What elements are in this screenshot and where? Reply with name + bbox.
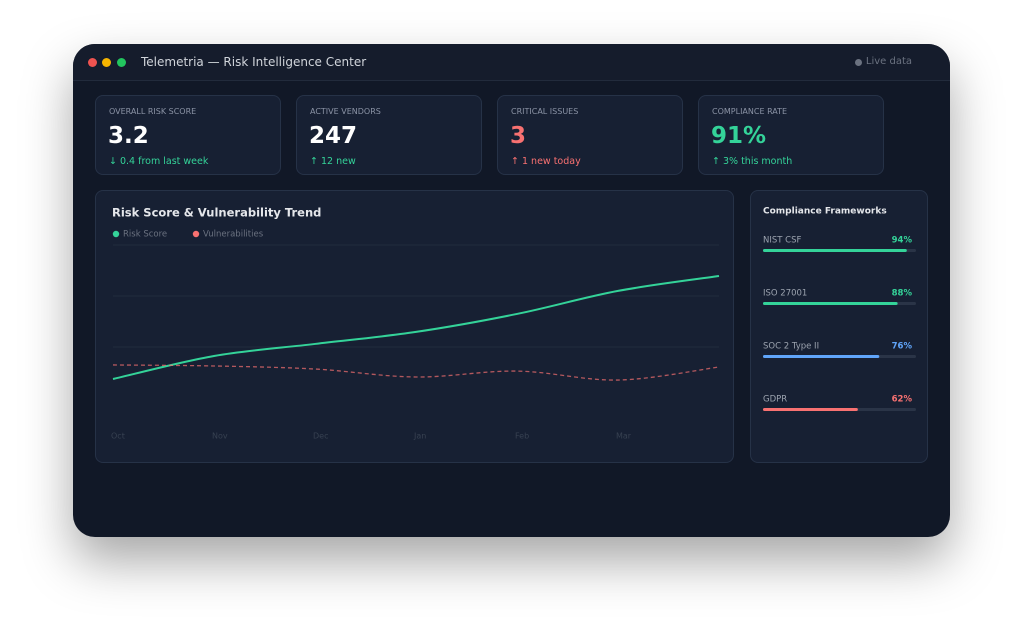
framework-name: NIST CSF bbox=[763, 236, 801, 246]
kpi-label: ACTIVE VENDORS bbox=[310, 107, 381, 116]
kpi-value: 247 bbox=[309, 123, 358, 149]
bar bbox=[763, 302, 898, 305]
series-line bbox=[112, 275, 720, 381]
kpi-card: COMPLIANCE RATE 91% ↑ 3% this month bbox=[698, 95, 884, 175]
minimize-button[interactable] bbox=[102, 58, 111, 67]
title-bar: Telemetria — Risk Intelligence Center Li… bbox=[73, 44, 950, 81]
chart: Risk Score & Vulnerability Trend Risk Sco… bbox=[111, 206, 720, 441]
bar bbox=[763, 249, 907, 252]
kpi-card: CRITICAL ISSUES 3 ↑ 1 new today bbox=[497, 95, 683, 175]
legend-label: Risk Score bbox=[123, 230, 167, 240]
framework-name: SOC 2 Type II bbox=[763, 342, 819, 352]
trend-panel: Risk Score & Vulnerability Trend Risk Sco… bbox=[95, 190, 734, 463]
kpi-delta: ↑ 3% this month bbox=[712, 156, 793, 167]
kpi-card: ACTIVE VENDORS 247 ↑ 12 new bbox=[296, 95, 482, 175]
close-button[interactable] bbox=[88, 58, 97, 67]
x-tick-label: Nov bbox=[212, 432, 228, 441]
framework-name: GDPR bbox=[763, 395, 787, 405]
app-window: Telemetria — Risk Intelligence Center Li… bbox=[73, 44, 950, 537]
bar bbox=[763, 355, 880, 358]
panel-title: Compliance Frameworks bbox=[763, 207, 887, 217]
kpi-value: 3.2 bbox=[108, 123, 149, 149]
framework-value: 94% bbox=[892, 236, 913, 246]
kpi-label: COMPLIANCE RATE bbox=[712, 107, 788, 116]
framework-value: 62% bbox=[892, 395, 913, 405]
kpi-delta: ↓ 0.4 from last week bbox=[109, 156, 209, 167]
x-tick-label: Dec bbox=[313, 432, 328, 441]
live-status: Live data bbox=[854, 56, 912, 67]
kpi-value: 3 bbox=[510, 123, 527, 149]
frameworks-panel: Compliance Frameworks NIST CSF 94% ISO 2700… bbox=[750, 190, 928, 463]
x-tick-label: Oct bbox=[111, 432, 125, 441]
framework-value: 76% bbox=[892, 342, 913, 352]
legend-swatch bbox=[192, 230, 200, 238]
frameworks-chart: Compliance Frameworks NIST CSF 94% ISO 2700… bbox=[763, 207, 916, 411]
kpi-card: OVERALL RISK SCORE 3.2 ↓ 0.4 from last wee… bbox=[95, 95, 281, 175]
kpi-label: OVERALL RISK SCORE bbox=[109, 107, 197, 116]
kpi-value: 91% bbox=[711, 123, 767, 149]
x-tick-label: Jan bbox=[413, 432, 426, 441]
x-tick-label: Feb bbox=[515, 432, 529, 441]
framework-name: ISO 27001 bbox=[763, 289, 807, 299]
legend-label: Vulnerabilities bbox=[203, 230, 264, 240]
legend-swatch bbox=[112, 230, 120, 238]
bar bbox=[763, 408, 858, 411]
kpi-label: CRITICAL ISSUES bbox=[511, 107, 579, 116]
kpi-delta: ↑ 12 new bbox=[310, 156, 356, 167]
framework-value: 88% bbox=[892, 289, 913, 299]
maximize-button[interactable] bbox=[117, 58, 126, 67]
kpi-delta: ↑ 1 new today bbox=[511, 156, 581, 167]
chart-title: Risk Score & Vulnerability Trend bbox=[112, 206, 321, 220]
window-title: Telemetria — Risk Intelligence Center bbox=[141, 55, 367, 69]
x-tick-label: Mar bbox=[616, 432, 632, 441]
series-line bbox=[112, 364, 720, 381]
